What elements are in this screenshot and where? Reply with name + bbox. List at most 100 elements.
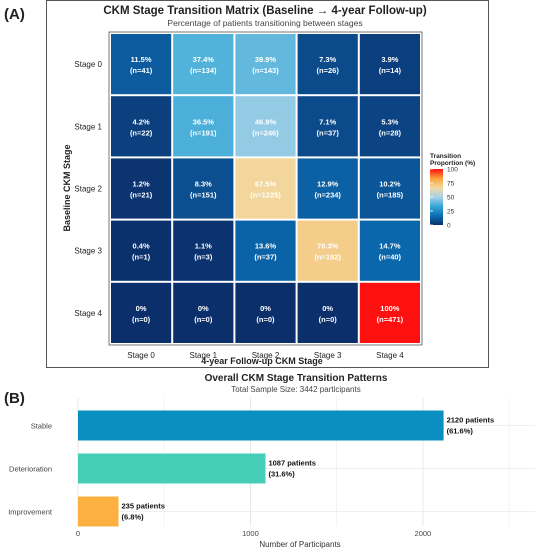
heatmap-cell (111, 220, 172, 281)
heatmap-cell (297, 220, 358, 281)
cell-percent-label: 37.4% (193, 55, 215, 64)
bar (78, 410, 444, 441)
y-tick-label: Stage 1 (74, 122, 102, 131)
x-tick-label: Stage 0 (127, 351, 155, 360)
bar (78, 496, 119, 527)
transition-bar-chart: Overall CKM Stage Transition Patterns To… (8, 373, 535, 549)
cell-percent-label: 5.3% (381, 117, 398, 126)
panel-a-label: (A) (4, 6, 25, 23)
bar-percent-label: (61.6%) (447, 427, 474, 436)
bar-category-label: Improvement (8, 508, 53, 517)
heatmap-cell (235, 282, 296, 343)
y-tick-label: Stage 0 (74, 60, 102, 69)
heatmap-y-axis-label: Baseline CKM Stage (62, 144, 72, 231)
heatmap-cell (359, 96, 420, 157)
cell-count-label: (n=143) (252, 66, 279, 75)
heatmap-cell (235, 34, 296, 95)
cell-percent-label: 12.9% (317, 180, 339, 189)
cell-percent-label: 1.2% (133, 180, 150, 189)
cell-count-label: (n=41) (130, 66, 153, 75)
x-tick-label: Stage 2 (252, 351, 280, 360)
heatmap-panel-border (108, 31, 423, 346)
cell-percent-label: 7.3% (319, 55, 336, 64)
bar (78, 453, 266, 484)
cell-percent-label: 1.1% (195, 242, 212, 251)
cell-count-label: (n=0) (319, 315, 338, 324)
legend-tick-label: 50 (447, 195, 455, 202)
cell-percent-label: 8.3% (195, 180, 212, 189)
heatmap-cell (235, 158, 296, 219)
cell-count-label: (n=14) (379, 66, 402, 75)
cell-count-label: (n=192) (314, 253, 341, 262)
cell-count-label: (n=37) (254, 253, 277, 262)
x-tick-label: 0 (76, 529, 80, 538)
heatmap-cell (173, 34, 234, 95)
cell-percent-label: 70.3% (317, 242, 339, 251)
heatmap-x-axis-label: 4-year Follow-up CKM Stage (201, 356, 323, 366)
heatmap-cell (173, 282, 234, 343)
cell-percent-label: 39.9% (255, 55, 277, 64)
legend-colorbar (430, 169, 443, 225)
bar-percent-label: (6.8%) (122, 513, 145, 522)
x-tick-label: Stage 3 (314, 351, 342, 360)
bar-category-label: Stable (31, 422, 52, 431)
heatmap-cell (173, 96, 234, 157)
transition-heatmap: CKM Stage Transition Matrix (Baseline → … (62, 5, 475, 366)
legend-title-line1: Transition (430, 153, 461, 160)
cell-percent-label: 4.2% (133, 117, 150, 126)
cell-percent-label: 0% (260, 304, 271, 313)
heatmap-cell (359, 220, 420, 281)
heatmap-cell (111, 96, 172, 157)
cell-percent-label: 0% (198, 304, 209, 313)
x-tick-label: Stage 1 (190, 351, 218, 360)
heatmap-cell (359, 282, 420, 343)
cell-percent-label: 0% (136, 304, 147, 313)
cell-count-label: (n=37) (317, 128, 340, 137)
bar-value-label: 235 patients (122, 502, 165, 511)
cell-percent-label: 0.4% (133, 242, 150, 251)
bar-value-label: 1087 patients (268, 459, 316, 468)
cell-percent-label: 0% (322, 304, 333, 313)
cell-percent-label: 3.9% (381, 55, 398, 64)
heatmap-cell (359, 158, 420, 219)
cell-percent-label: 10.2% (379, 180, 401, 189)
cell-count-label: (n=22) (130, 128, 153, 137)
bar-category-label: Deterioration (9, 465, 52, 474)
x-tick-label: 2000 (415, 529, 432, 538)
cell-count-label: (n=1225) (250, 191, 281, 200)
cell-count-label: (n=0) (194, 315, 213, 324)
heatmap-cell (297, 96, 358, 157)
bar-x-axis-label: Number of Participants (259, 540, 340, 549)
cell-count-label: (n=40) (379, 253, 402, 262)
heatmap-cell (297, 34, 358, 95)
cell-count-label: (n=0) (256, 315, 275, 324)
heatmap-cell (235, 220, 296, 281)
cell-count-label: (n=26) (317, 66, 340, 75)
bar-percent-label: (31.6%) (268, 470, 295, 479)
panel-a-frame (46, 0, 489, 368)
heatmap-cell (297, 158, 358, 219)
heatmap-cell (359, 34, 420, 95)
legend-title-line2: Proportion (%) (430, 160, 475, 167)
cell-percent-label: 36.5% (193, 117, 215, 126)
x-tick-label: Stage 4 (376, 351, 404, 360)
cell-count-label: (n=3) (194, 253, 213, 262)
heatmap-cell (235, 96, 296, 157)
y-tick-label: Stage 3 (74, 247, 102, 256)
bar-value-label: 2120 patients (447, 416, 495, 425)
bar-title: Overall CKM Stage Transition Patterns (205, 373, 388, 384)
cell-count-label: (n=21) (130, 191, 153, 200)
legend-tick-label: 100 (447, 167, 458, 174)
cell-count-label: (n=1) (132, 253, 151, 262)
bar-subtitle: Total Sample Size: 3442 participants (231, 385, 360, 394)
x-tick-label: 1000 (242, 529, 259, 538)
y-tick-label: Stage 4 (74, 309, 102, 318)
cell-count-label: (n=0) (132, 315, 151, 324)
cell-percent-label: 7.1% (319, 117, 336, 126)
cell-count-label: (n=28) (379, 128, 402, 137)
legend-tick-label: 25 (447, 209, 455, 216)
cell-percent-label: 100% (380, 304, 400, 313)
heatmap-cell (111, 282, 172, 343)
legend-tick-label: 75 (447, 181, 455, 188)
cell-count-label: (n=234) (314, 191, 341, 200)
